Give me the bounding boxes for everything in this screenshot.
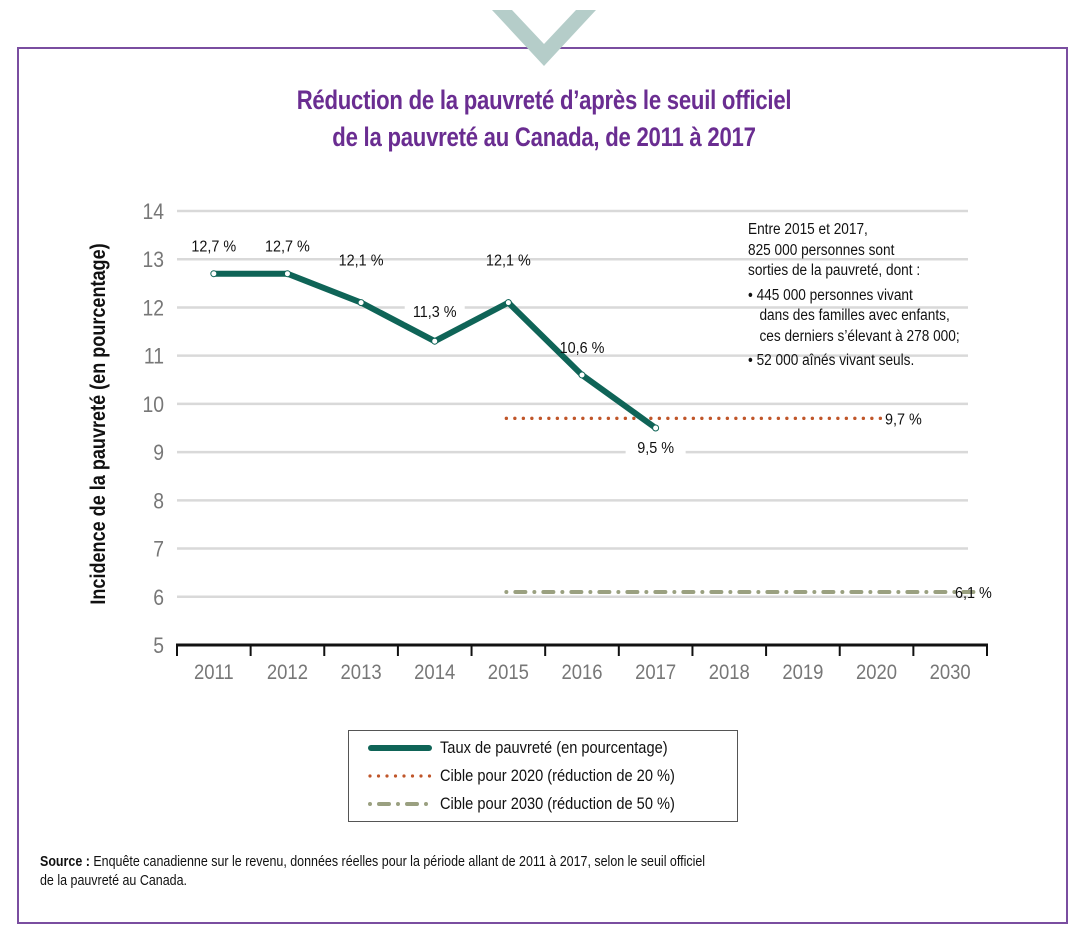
x-tick-label: 2020 bbox=[856, 661, 897, 684]
data-point bbox=[652, 424, 660, 432]
y-tick-label: 13 bbox=[142, 248, 164, 272]
data-point bbox=[357, 299, 365, 307]
legend-item-poverty-rate: Taux de pauvreté (en pourcentage) bbox=[349, 737, 737, 759]
annotation-bullet-1-line-2: dans des familles avec enfants, bbox=[759, 307, 950, 324]
x-tick-label: 2015 bbox=[488, 661, 529, 684]
annotation-intro-2: 825 000 personnes sont bbox=[748, 241, 895, 259]
legend-swatch-solid bbox=[368, 745, 432, 751]
annotation-intro-3: sorties de la pauvreté, dont : bbox=[748, 262, 921, 279]
data-point bbox=[431, 337, 439, 345]
y-tick-label: 7 bbox=[153, 537, 164, 561]
y-tick-label: 9 bbox=[153, 441, 164, 465]
annotation-bullet-2: • 52 000 aînés vivant seuls. bbox=[748, 352, 915, 369]
x-tick-label: 2030 bbox=[930, 661, 971, 684]
x-tick-label: 2016 bbox=[561, 661, 602, 684]
source-label: Source : bbox=[40, 854, 90, 870]
chevron-down-icon bbox=[492, 10, 596, 66]
x-tick-label: 2012 bbox=[267, 661, 308, 684]
chart-title-line2: de la pauvreté au Canada, de 2011 à 2017 bbox=[332, 122, 756, 152]
y-tick-label: 6 bbox=[153, 586, 164, 610]
x-tick-label: 2013 bbox=[341, 661, 382, 684]
annotation-box: Entre 2015 et 2017, 825 000 personnes so… bbox=[748, 220, 960, 372]
data-label-bg bbox=[625, 438, 686, 458]
x-tick-label: 2018 bbox=[709, 661, 750, 684]
target-2020-label: 9,7 % bbox=[885, 411, 922, 429]
data-labels: 9,7 % 6,1 % 12,7 % 12,7 % 12,1 % 11,3 % 12,1 %… bbox=[191, 238, 991, 602]
data-label-bg bbox=[404, 302, 465, 323]
source-text-2: de la pauvreté au Canada. bbox=[40, 873, 187, 889]
y-tick-label: 11 bbox=[144, 345, 164, 369]
y-tick-label: 14 bbox=[142, 200, 164, 224]
source-note: Source : Enquête canadienne sur le reven… bbox=[40, 853, 705, 891]
data-label: 12,1 % bbox=[486, 252, 531, 270]
y-tick-label: 12 bbox=[142, 296, 164, 320]
x-tick-label: 2014 bbox=[414, 661, 455, 684]
data-point bbox=[578, 371, 586, 379]
data-point bbox=[210, 270, 218, 278]
legend-item-target-2020: Cible pour 2020 (réduction de 20 %) bbox=[349, 765, 737, 787]
data-label: 12,7 % bbox=[265, 238, 310, 256]
x-tick-label: 2017 bbox=[635, 661, 676, 684]
annotation-bullet-1-line-1: • 445 000 personnes vivant bbox=[748, 286, 913, 304]
chart-title-line1: Réduction de la pauvreté d’après le seui… bbox=[296, 85, 792, 115]
legend-label: Taux de pauvreté (en pourcentage) bbox=[440, 738, 668, 757]
grid-lines bbox=[177, 209, 968, 599]
data-label: 9,5 % bbox=[637, 439, 674, 457]
y-tick-label: 5 bbox=[153, 634, 164, 658]
target-lines bbox=[504, 416, 979, 594]
data-label: 12,1 % bbox=[339, 252, 384, 270]
y-axis-label: Incidence de la pauvreté (en pourcentage… bbox=[87, 243, 110, 605]
legend-label: Cible pour 2020 (réduction de 20 %) bbox=[440, 766, 675, 785]
y-tick-label: 10 bbox=[142, 393, 164, 417]
data-label: 12,7 % bbox=[191, 238, 236, 256]
legend-item-target-2030: Cible pour 2030 (réduction de 50 %) bbox=[349, 793, 737, 815]
annotation-bullet-1: • 445 000 personnes vivant dans des fami… bbox=[748, 286, 960, 348]
legend-swatch-dash-dot bbox=[368, 802, 433, 806]
annotation-bullet-1-line-3: ces derniers s’élevant à 278 000; bbox=[759, 327, 960, 345]
chart-title: Réduction de la pauvreté d’après le seui… bbox=[98, 82, 990, 156]
legend-swatch-dotted bbox=[368, 774, 432, 778]
x-axis: 5 6 7 8 9 10 11 12 13 14 2011 2012 2013 2014 2015 2016 2… bbox=[142, 200, 988, 684]
poverty-series bbox=[210, 270, 660, 432]
x-tick-label: 2011 bbox=[194, 661, 234, 684]
x-tick-label: 2019 bbox=[782, 661, 823, 684]
data-label: 10,6 % bbox=[560, 339, 605, 357]
y-tick-label: 8 bbox=[153, 489, 164, 513]
data-point bbox=[283, 270, 291, 278]
data-label: 11,3 % bbox=[413, 304, 457, 322]
target-2030-label: 6,1 % bbox=[955, 584, 992, 602]
legend-label: Cible pour 2030 (réduction de 50 %) bbox=[440, 794, 675, 813]
source-text-1: Enquête canadienne sur le revenu, donnée… bbox=[89, 854, 706, 870]
chart-legend: Taux de pauvreté (en pourcentage) Cible … bbox=[348, 730, 738, 822]
annotation-intro-1: Entre 2015 et 2017, bbox=[748, 221, 868, 238]
data-point bbox=[504, 299, 512, 307]
